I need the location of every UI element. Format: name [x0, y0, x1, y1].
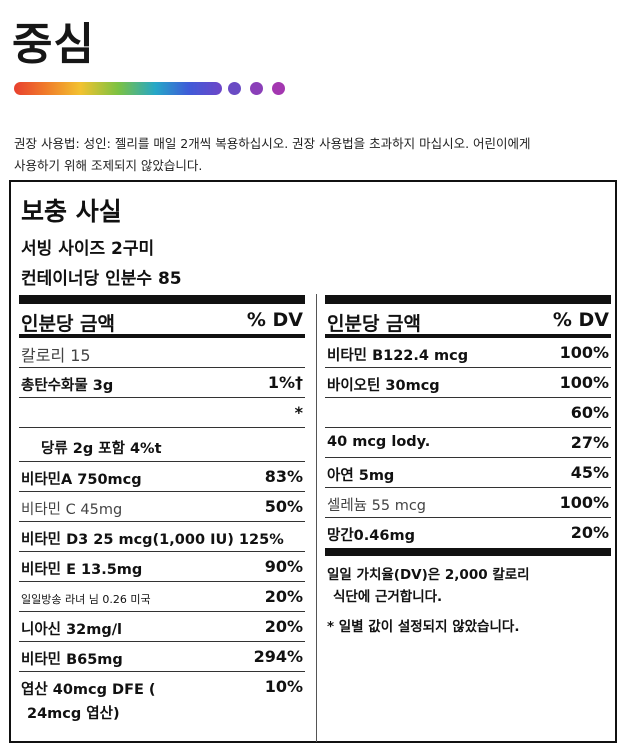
row-name-continued: 24mcg 엽산)	[27, 706, 120, 722]
table-row: 비타민 E 13.5mg 90%	[19, 552, 305, 582]
table-row: 비타민 D3 25 mcg(1,000 IU) 125%	[19, 522, 305, 552]
table-row: 니아신 32mg/l 20%	[19, 612, 305, 642]
row-name: 바이오틴 30mcg	[327, 378, 440, 394]
footnote-no-dv: * 일별 값이 설정되지 않았습니다.	[327, 619, 520, 635]
row-dv: 90%	[264, 557, 303, 576]
table-row: 60%	[325, 398, 611, 428]
left-column-header: 인분당 금액 % DV	[19, 304, 305, 338]
dot-1	[228, 82, 241, 95]
row-dv: 294%	[253, 647, 303, 666]
footnote-dv: 일일 가치율(DV)은 2,000 칼로리 식단에 근거합니다.	[327, 564, 530, 608]
row-name: 칼로리 15	[21, 346, 91, 365]
row-name: 아연 5mg	[327, 468, 395, 484]
table-row: 총탄수화물 3g 1%†	[19, 368, 305, 398]
row-name: 비타민 E 13.5mg	[21, 562, 143, 578]
row-dv: 100%	[559, 493, 609, 512]
row-dv: 60%	[570, 403, 609, 422]
dv-label: % DV	[552, 309, 609, 331]
row-dv: 20%	[570, 523, 609, 542]
usage-line-2: 사용하기 위해 조제되지 않았습니다.	[14, 158, 203, 173]
table-row: 엽산 40mcg DFE ( 24mcg 엽산) 10%	[19, 672, 305, 730]
table-row: 비타민 B65mg 294%	[19, 642, 305, 672]
table-row: 비타민 C 45mg 50%	[19, 492, 305, 522]
table-row: 일일방송 라녀 님 0.26 미국 20%	[19, 582, 305, 612]
rainbow-bar	[14, 82, 222, 95]
row-name: 니아신 32mg/l	[21, 622, 123, 638]
row-dv: 83%	[264, 467, 303, 486]
brand-title: 중심	[12, 19, 95, 70]
row-name: 당류 2g 포함 4%t	[41, 441, 162, 457]
footnote-dv-line-2: 식단에 근거합니다.	[333, 589, 443, 605]
dot-3	[272, 82, 285, 95]
row-name: 40 mcg lody.	[327, 434, 431, 450]
table-row: *	[19, 398, 305, 428]
row-name: 비타민 C 45mg	[21, 502, 123, 518]
row-dv: 100%	[559, 373, 609, 392]
serving-size: 서빙 사이즈 2구미	[21, 239, 155, 259]
amount-per-serving-label: 인분당 금액	[327, 313, 422, 335]
usage-line-1: 권장 사용법: 성인: 젤리를 매일 2개씩 복용하십시오. 권장 사용법을 초…	[14, 136, 531, 151]
thick-rule-left	[19, 295, 305, 304]
row-dv: 20%	[264, 617, 303, 636]
row-dv: 27%	[570, 433, 609, 452]
row-name: 비타민 B65mg	[21, 652, 123, 668]
row-name: 일일방송 라녀 님 0.26 미국	[21, 593, 151, 606]
row-dv: 100%	[559, 343, 609, 362]
row-name: 망간0.46mg	[327, 528, 415, 544]
column-separator	[316, 294, 317, 742]
table-row: 칼로리 15	[19, 338, 305, 368]
table-row: 당류 2g 포함 4%t	[19, 428, 305, 462]
table-row: 아연 5mg 45%	[325, 458, 611, 488]
thick-rule-right	[325, 295, 611, 304]
usage-text: 권장 사용법: 성인: 젤리를 매일 2개씩 복용하십시오. 권장 사용법을 초…	[14, 133, 614, 177]
panel-title: 보충 사실	[21, 197, 122, 226]
thick-rule-bottom-right	[325, 548, 611, 556]
row-dv: 10%	[264, 677, 303, 696]
table-row: 비타민 B122.4 mcg 100%	[325, 338, 611, 368]
supplement-facts-panel: 보충 사실 서빙 사이즈 2구미 컨테이너당 인분수 85 인분당 금액 % D…	[9, 180, 617, 743]
servings-per-container: 컨테이너당 인분수 85	[21, 269, 182, 289]
table-row: 셀레늄 55 mcg 100%	[325, 488, 611, 518]
row-name: 비타민 B122.4 mcg	[327, 348, 469, 364]
row-dv: *	[294, 403, 303, 422]
row-name: 총탄수화물 3g	[21, 378, 114, 394]
row-dv: 1%†	[267, 373, 303, 392]
table-row: 비타민A 750mcg 83%	[19, 462, 305, 492]
footnote-dv-line-1: 일일 가치율(DV)은 2,000 칼로리	[327, 567, 530, 583]
row-dv: 45%	[570, 463, 609, 482]
row-dv: 20%	[264, 587, 303, 606]
table-row: 망간0.46mg 20%	[325, 518, 611, 548]
row-name: 엽산 40mcg DFE (	[21, 682, 156, 698]
row-name: 비타민A 750mcg	[21, 472, 142, 488]
dot-2	[250, 82, 263, 95]
table-row: 40 mcg lody. 27%	[325, 428, 611, 458]
table-row: 바이오틴 30mcg 100%	[325, 368, 611, 398]
row-name: 비타민 D3 25 mcg(1,000 IU) 125%	[21, 532, 284, 548]
dv-label: % DV	[246, 309, 303, 331]
row-dv: 50%	[264, 497, 303, 516]
amount-per-serving-label: 인분당 금액	[21, 313, 116, 335]
right-column-header: 인분당 금액 % DV	[325, 304, 611, 338]
row-name: 셀레늄 55 mcg	[327, 498, 426, 514]
